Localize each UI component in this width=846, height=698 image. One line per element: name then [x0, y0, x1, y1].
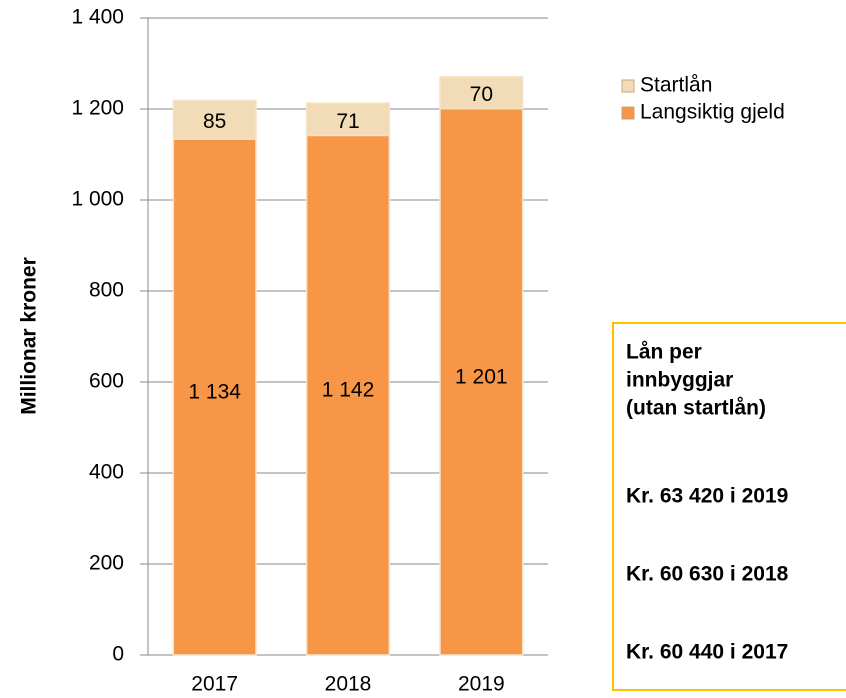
- y-tick-label: 600: [89, 370, 124, 393]
- x-tick-label: 2019: [458, 673, 505, 696]
- annotation-box: Lån per innbyggjar (utan startlån) Kr. 63 4…: [612, 322, 846, 691]
- annotation-title: Lån per: [626, 341, 702, 364]
- legend-swatch: [621, 106, 635, 120]
- legend-swatch: [621, 79, 635, 93]
- legend-label: Langsiktig gjeld: [640, 101, 785, 124]
- value-label: 85: [203, 110, 226, 133]
- y-tick-label: 1 200: [71, 97, 124, 120]
- value-label: 1 201: [455, 365, 508, 388]
- y-tick-label: 200: [89, 552, 124, 575]
- value-label: 1 134: [188, 381, 241, 404]
- legend-label: Startlån: [640, 74, 712, 97]
- value-label: 1 142: [322, 379, 375, 402]
- annotation-border: [612, 322, 846, 691]
- y-axis-label: Millionar kroner: [18, 257, 41, 415]
- y-tick-label: 1 400: [71, 6, 124, 29]
- annotation-line: Kr. 60 440 i 2017: [626, 641, 788, 664]
- bar-segment: [172, 99, 257, 140]
- bar-segment: [439, 107, 524, 656]
- annotation-title: innbyggjar: [626, 369, 733, 392]
- value-label: 71: [336, 110, 359, 133]
- value-label: 70: [470, 83, 493, 106]
- annotation-line: Kr. 60 630 i 2018: [626, 563, 789, 586]
- annotation-line: Kr. 63 420 i 2019: [626, 485, 788, 508]
- bar-segment: [305, 134, 391, 656]
- x-tick-label: 2018: [325, 673, 372, 696]
- annotation-title: (utan startlån): [626, 397, 766, 420]
- y-tick-label: 1 000: [71, 188, 124, 211]
- y-tick-label: 0: [112, 643, 124, 666]
- bar-segment: [305, 102, 391, 137]
- y-tick-label: 400: [89, 461, 124, 484]
- y-tick-label: 800: [89, 279, 124, 302]
- bar-segment: [172, 138, 257, 656]
- bar-segment: [439, 75, 524, 110]
- x-tick-label: 2017: [191, 673, 238, 696]
